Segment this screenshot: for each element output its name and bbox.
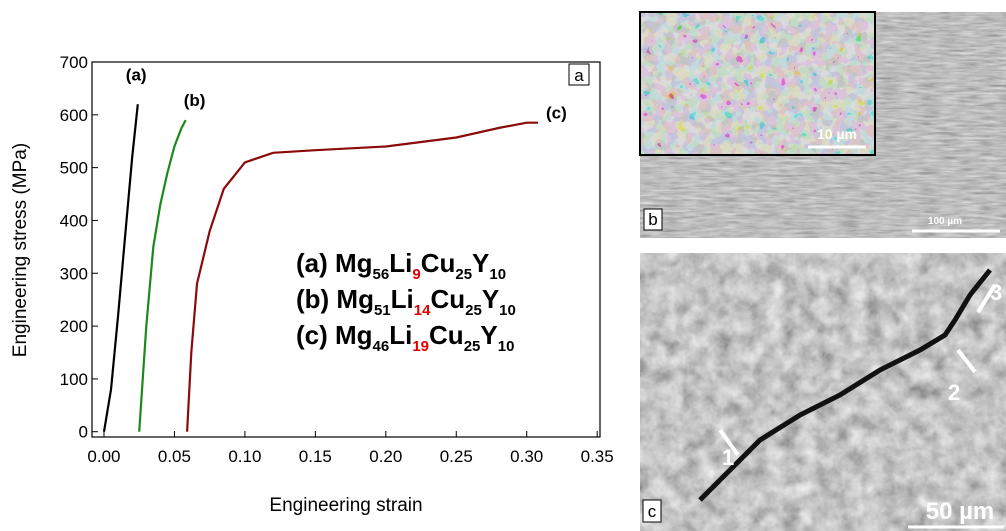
panel-label: c <box>648 502 657 521</box>
legend-text: Cu <box>421 248 456 278</box>
x-tick-label: 0.25 <box>440 447 473 466</box>
legend-subscript: 10 <box>498 338 515 355</box>
x-tick-label: 0.00 <box>87 447 120 466</box>
legend-entry: (b) Mg51Li14Cu25Y10 <box>296 284 516 319</box>
marker: 3 <box>990 280 1002 305</box>
curve <box>139 120 186 432</box>
y-tick-label: 0 <box>79 423 88 442</box>
y-tick-label: 400 <box>60 211 88 230</box>
x-tick-label: 0.15 <box>299 447 332 466</box>
x-tick-label: 0.35 <box>581 447 614 466</box>
legend-text: (a) Mg <box>296 248 373 278</box>
legend-text: Cu <box>429 320 464 350</box>
scale-label: 50 µm <box>926 498 995 525</box>
y-tick-label: 700 <box>60 53 88 72</box>
legend-text: Li <box>391 284 414 314</box>
legend-entry: (a) Mg56Li9Cu25Y10 <box>296 248 506 283</box>
figure: 10 µm 100 µm b 1 2 3 50 µm c a Engineeri… <box>0 0 1006 531</box>
curve-label: (c) <box>546 104 567 123</box>
legend-text: (c) Mg <box>296 320 373 350</box>
x-tick-label: 0.30 <box>510 447 543 466</box>
legend-text: Li <box>389 320 412 350</box>
y-tick-label: 300 <box>60 264 88 283</box>
x-axis-title: Engineering strain <box>269 495 422 516</box>
legend-text: Y <box>480 320 497 350</box>
legend-subscript: 25 <box>465 302 482 319</box>
y-tick-label: 100 <box>60 370 88 389</box>
legend-subscript: 56 <box>373 266 390 283</box>
x-tick-label: 0.20 <box>369 447 402 466</box>
y-axis-title: Engineering stress (MPa) <box>10 143 31 357</box>
legend-text: (b) Mg <box>296 284 374 314</box>
y-tick-label: 500 <box>60 159 88 178</box>
curve-label: (a) <box>126 65 147 84</box>
scale-label: 100 µm <box>928 216 962 227</box>
panel-label: a <box>574 66 584 85</box>
x-tick-label: 0.10 <box>228 447 261 466</box>
legend-text: Y <box>472 248 489 278</box>
panel-label: b <box>648 210 657 229</box>
legend-subscript: 51 <box>374 302 391 319</box>
legend-text: Y <box>482 284 499 314</box>
legend-entry: (c) Mg46Li19Cu25Y10 <box>296 320 514 355</box>
legend-text: Li <box>389 248 412 278</box>
legend-subscript: 14 <box>414 302 431 319</box>
legend-text: Cu <box>430 284 465 314</box>
curve-label: (b) <box>184 91 206 110</box>
marker: 1 <box>722 445 734 470</box>
y-tick-label: 200 <box>60 317 88 336</box>
legend-subscript: 46 <box>373 338 390 355</box>
legend-subscript: 10 <box>499 302 516 319</box>
x-tick-label: 0.05 <box>158 447 191 466</box>
legend-subscript: 19 <box>412 338 429 355</box>
curve <box>104 104 138 431</box>
inset-scale-label: 10 µm <box>817 126 857 142</box>
legend-subscript: 25 <box>464 338 481 355</box>
marker: 2 <box>948 380 960 405</box>
legend-subscript: 25 <box>455 266 472 283</box>
legend-subscript: 10 <box>489 266 506 283</box>
legend-subscript: 9 <box>412 266 420 283</box>
y-tick-label: 600 <box>60 106 88 125</box>
